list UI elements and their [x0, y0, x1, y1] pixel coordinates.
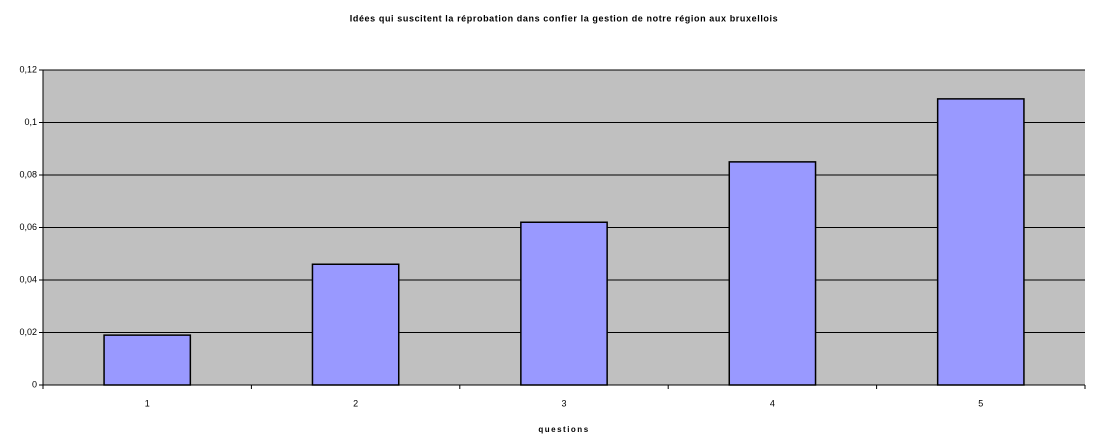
- bar: [311, 263, 400, 386]
- x-tick-label: 2: [353, 398, 358, 408]
- bar: [103, 334, 192, 386]
- x-tick-label: 5: [978, 398, 983, 408]
- y-tick-label: 0,06: [19, 222, 37, 232]
- y-tick-label: 0,1: [24, 117, 37, 127]
- x-tick-label: 3: [561, 398, 566, 408]
- x-tick-label: 1: [145, 398, 150, 408]
- y-tick-label: 0,08: [19, 169, 37, 179]
- bar: [728, 161, 817, 386]
- chart-title: Idées qui suscitent la réprobation dans …: [350, 13, 778, 23]
- y-tick-label: 0,04: [19, 274, 37, 284]
- bar: [936, 98, 1025, 386]
- x-axis-label: questions: [538, 425, 589, 434]
- x-tick-label: 4: [770, 398, 775, 408]
- bar: [520, 221, 608, 386]
- y-tick-label: 0,12: [19, 64, 37, 74]
- y-tick-label: 0,02: [19, 327, 37, 337]
- y-tick-label: 0: [32, 379, 37, 389]
